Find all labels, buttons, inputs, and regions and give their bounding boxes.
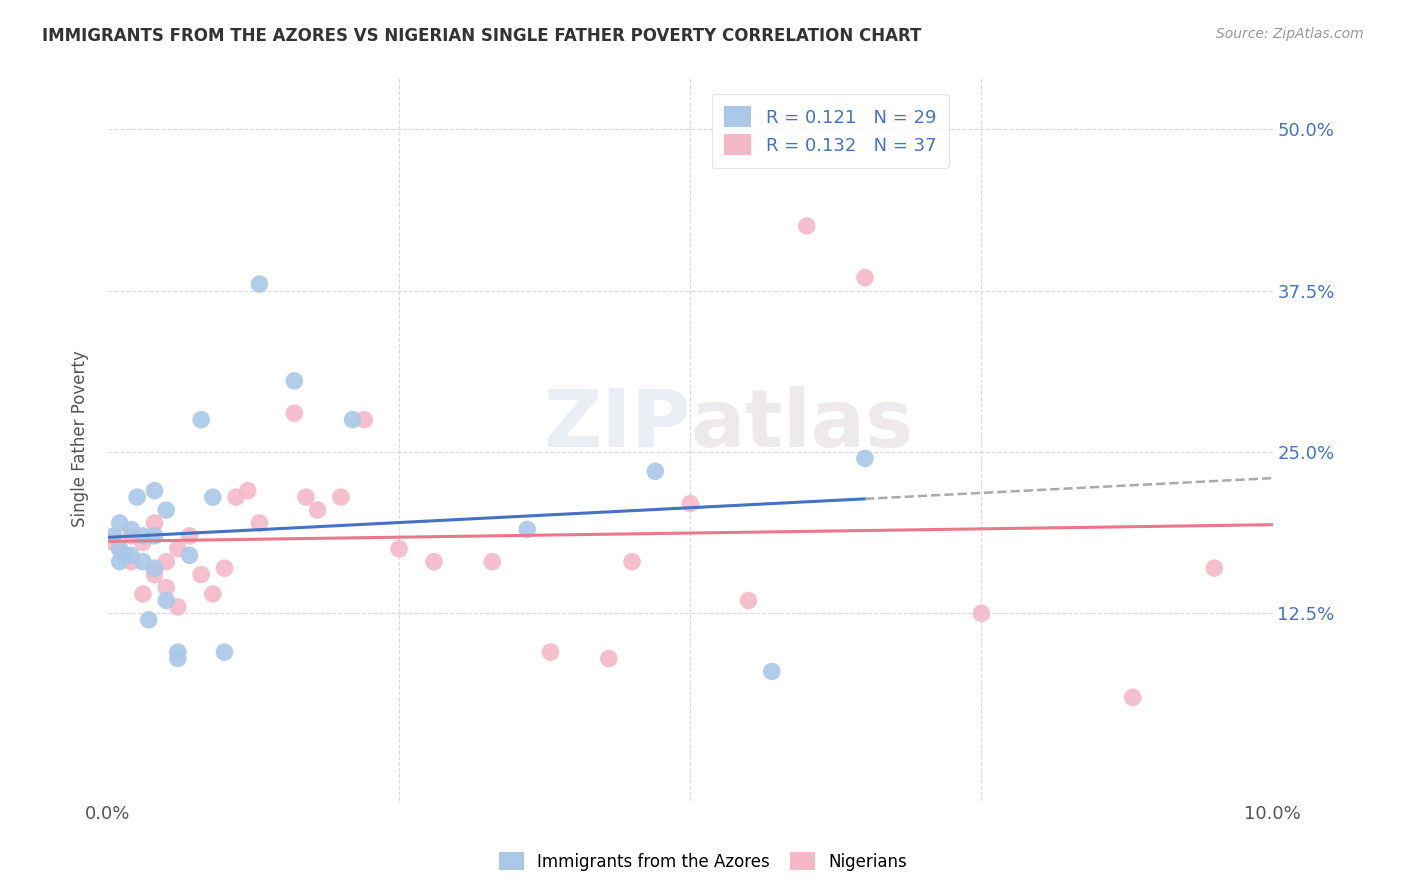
Point <box>283 374 305 388</box>
Point <box>103 535 125 549</box>
Point <box>283 406 305 420</box>
Point <box>155 503 177 517</box>
Point <box>214 645 236 659</box>
Point <box>108 541 131 556</box>
Point <box>236 483 259 498</box>
Text: IMMIGRANTS FROM THE AZORES VS NIGERIAN SINGLE FATHER POVERTY CORRELATION CHART: IMMIGRANTS FROM THE AZORES VS NIGERIAN S… <box>42 27 921 45</box>
Point <box>247 277 270 291</box>
Point <box>167 651 190 665</box>
Point <box>423 555 446 569</box>
Point <box>1204 561 1226 575</box>
Point <box>167 599 190 614</box>
Point <box>1122 690 1144 705</box>
Point <box>120 529 142 543</box>
Point <box>132 535 155 549</box>
Legend: R = 0.121   N = 29, R = 0.132   N = 37: R = 0.121 N = 29, R = 0.132 N = 37 <box>711 94 949 168</box>
Point <box>796 219 818 233</box>
Point <box>132 555 155 569</box>
Point <box>155 581 177 595</box>
Point <box>155 555 177 569</box>
Point <box>143 516 166 530</box>
Point <box>970 607 993 621</box>
Point <box>342 412 364 426</box>
Point <box>329 490 352 504</box>
Point <box>114 548 136 562</box>
Point <box>108 541 131 556</box>
Text: Source: ZipAtlas.com: Source: ZipAtlas.com <box>1216 27 1364 41</box>
Point <box>179 529 201 543</box>
Point <box>295 490 318 504</box>
Point <box>201 587 224 601</box>
Point <box>761 665 783 679</box>
Point <box>481 555 503 569</box>
Text: ZIP: ZIP <box>543 385 690 464</box>
Text: atlas: atlas <box>690 385 914 464</box>
Point <box>120 523 142 537</box>
Point <box>853 451 876 466</box>
Point <box>679 497 702 511</box>
Point <box>247 516 270 530</box>
Point <box>127 490 149 504</box>
Point <box>143 529 166 543</box>
Point <box>143 483 166 498</box>
Point <box>353 412 375 426</box>
Point <box>138 613 160 627</box>
Point <box>132 529 155 543</box>
Point <box>120 548 142 562</box>
Point <box>307 503 329 517</box>
Point <box>853 270 876 285</box>
Point <box>190 412 212 426</box>
Point <box>214 561 236 575</box>
Point <box>120 555 142 569</box>
Point <box>132 587 155 601</box>
Point <box>388 541 411 556</box>
Point <box>143 561 166 575</box>
Point <box>540 645 562 659</box>
Point <box>143 567 166 582</box>
Point <box>155 593 177 607</box>
Point <box>516 523 538 537</box>
Point <box>103 529 125 543</box>
Legend: Immigrants from the Azores, Nigerians: Immigrants from the Azores, Nigerians <box>491 844 915 880</box>
Point <box>108 555 131 569</box>
Point <box>108 516 131 530</box>
Point <box>167 645 190 659</box>
Point <box>621 555 644 569</box>
Y-axis label: Single Father Poverty: Single Father Poverty <box>72 351 89 527</box>
Point <box>598 651 620 665</box>
Point <box>179 548 201 562</box>
Point <box>737 593 759 607</box>
Point <box>644 464 666 478</box>
Point <box>225 490 247 504</box>
Point <box>190 567 212 582</box>
Point <box>167 541 190 556</box>
Point <box>201 490 224 504</box>
